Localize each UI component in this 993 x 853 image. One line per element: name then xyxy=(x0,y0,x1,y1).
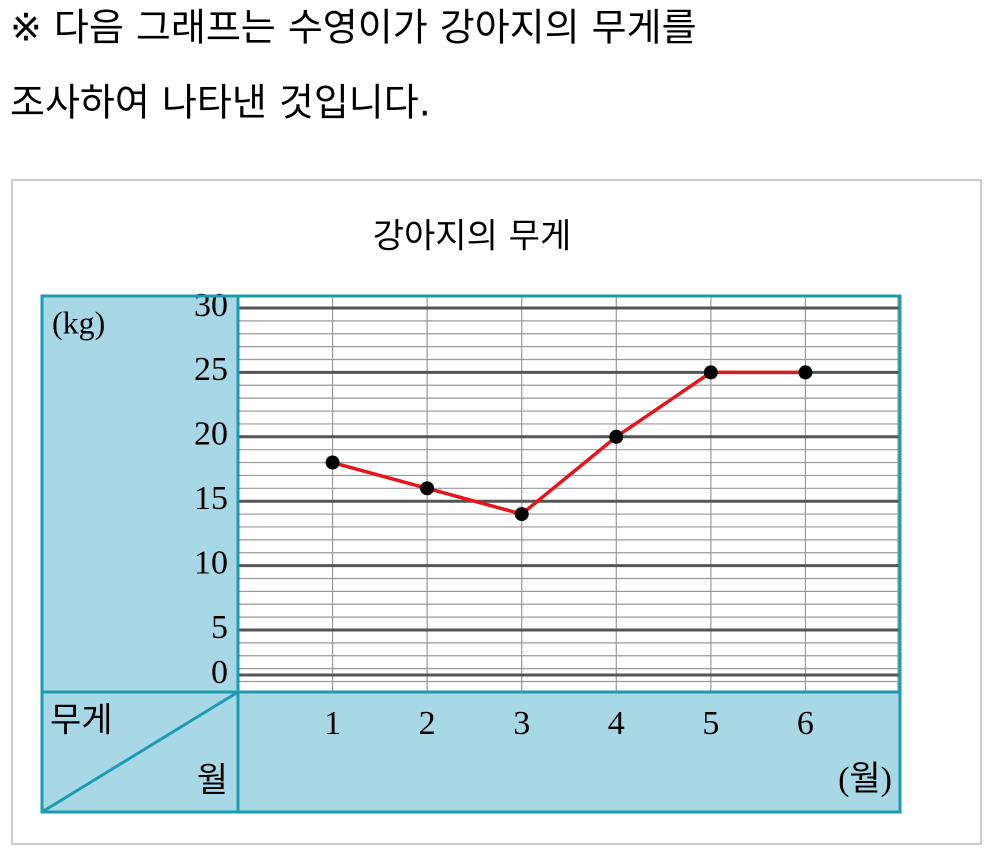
left-column xyxy=(42,296,238,812)
question-line: ※ 다음 그래프는 수영이가 강아지의 무게를 xyxy=(10,6,697,50)
y-tick-label: 30 xyxy=(194,287,228,324)
x-tick-label: 2 xyxy=(419,705,436,742)
y-tick-label: 5 xyxy=(211,609,228,646)
data-point xyxy=(325,455,340,470)
table-border xyxy=(40,294,902,814)
data-line xyxy=(332,370,806,517)
corner-label: 무게 xyxy=(50,701,113,741)
y-axis-label: (kg) xyxy=(52,304,105,340)
data-point xyxy=(798,365,813,380)
x-tick-label: 4 xyxy=(608,705,625,742)
data-point xyxy=(514,507,529,522)
marks: 1 2 3 4 5 6 0 5 10 15 20 25 30 xyxy=(194,287,814,742)
bottom-row xyxy=(238,692,900,812)
data-point xyxy=(703,365,718,380)
x-tick-label: 6 xyxy=(797,705,814,742)
x-tick-label: 1 xyxy=(324,705,341,742)
data-point xyxy=(420,481,435,496)
y-tick-label: 25 xyxy=(194,351,228,388)
y-tick-label: 15 xyxy=(194,480,228,517)
corner-diagonal xyxy=(41,690,239,814)
y-tick-label: 0 xyxy=(211,654,228,691)
x-axis-label: (월) xyxy=(838,761,892,798)
y-tick-label: 10 xyxy=(194,544,228,581)
data-point xyxy=(609,429,624,444)
grid xyxy=(238,296,900,692)
x-tick-label: 5 xyxy=(702,705,719,742)
plot-area xyxy=(238,296,900,692)
question-line: 조사하여 나타낸 것입니다. xyxy=(10,81,431,125)
y-tick-label: 20 xyxy=(194,416,228,453)
corner-label: 월 xyxy=(197,761,228,801)
x-tick-label: 3 xyxy=(513,705,530,742)
chart-title: 강아지의 무게 xyxy=(373,217,572,257)
